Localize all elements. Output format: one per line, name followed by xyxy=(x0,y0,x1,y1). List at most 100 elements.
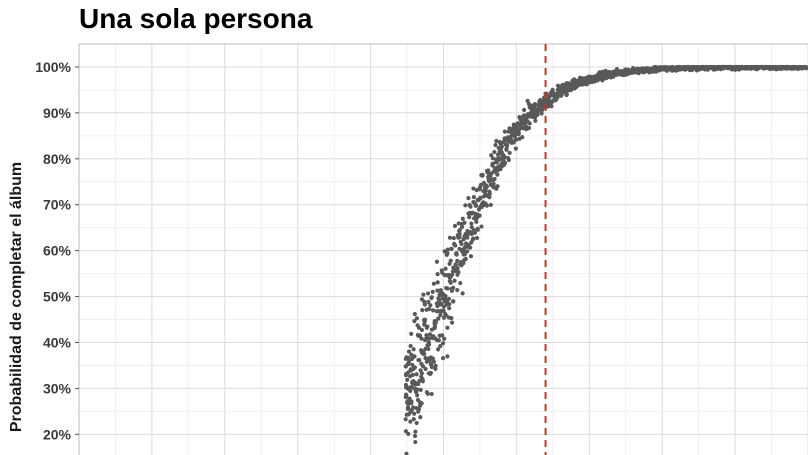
data-point xyxy=(420,364,426,369)
data-point xyxy=(520,135,525,140)
data-point xyxy=(423,366,428,372)
data-point xyxy=(426,346,431,352)
data-point xyxy=(408,388,413,394)
data-point xyxy=(465,249,470,254)
data-point xyxy=(492,176,497,182)
data-point xyxy=(480,172,485,177)
data-point xyxy=(460,216,465,221)
data-point xyxy=(532,105,537,111)
data-point xyxy=(526,125,532,131)
data-point xyxy=(421,292,426,297)
data-point xyxy=(410,362,415,367)
data-point xyxy=(418,415,423,420)
data-point xyxy=(468,254,474,259)
data-point xyxy=(438,343,443,349)
data-point xyxy=(431,281,436,286)
data-point xyxy=(454,252,459,257)
data-point xyxy=(457,246,462,251)
data-point xyxy=(422,351,427,357)
data-point xyxy=(412,433,418,439)
data-point xyxy=(431,359,436,364)
data-point xyxy=(438,288,443,293)
data-point xyxy=(452,278,457,283)
data-point xyxy=(506,157,511,163)
data-point xyxy=(404,394,409,399)
data-point xyxy=(448,258,453,263)
data-point xyxy=(431,308,436,313)
data-point xyxy=(539,111,544,116)
data-point xyxy=(473,203,479,209)
data-point xyxy=(426,299,431,305)
data-point xyxy=(408,419,413,424)
data-point xyxy=(491,181,496,186)
data-point xyxy=(471,236,476,241)
grid-layer xyxy=(78,44,808,455)
data-point xyxy=(478,195,483,200)
data-point xyxy=(429,295,434,300)
data-point xyxy=(495,172,500,177)
data-point xyxy=(417,378,422,383)
data-point xyxy=(449,320,455,325)
data-point xyxy=(513,146,518,151)
data-point xyxy=(457,235,462,240)
data-point xyxy=(511,140,516,145)
data-point xyxy=(419,371,424,376)
data-point xyxy=(493,142,498,148)
data-point xyxy=(409,331,414,336)
data-point xyxy=(495,184,500,189)
data-point xyxy=(416,325,422,330)
data-point xyxy=(428,303,433,308)
data-point xyxy=(466,196,471,201)
data-point xyxy=(424,336,429,341)
y-tick-label: 70% xyxy=(43,197,72,213)
data-point xyxy=(408,343,413,349)
data-point xyxy=(440,355,446,361)
data-point xyxy=(460,291,465,296)
data-point xyxy=(427,336,432,341)
data-point xyxy=(405,406,410,412)
data-point xyxy=(549,104,554,109)
data-point xyxy=(463,203,468,208)
data-point xyxy=(445,286,450,291)
data-point xyxy=(403,417,408,422)
data-point xyxy=(564,92,569,97)
data-point xyxy=(415,393,420,398)
data-point xyxy=(453,243,458,248)
y-axis-ticks: 20% 30% 40% 50% 60% 70% 80% 90% 100% xyxy=(35,59,79,442)
data-point xyxy=(425,291,431,296)
data-point xyxy=(419,336,424,341)
data-point xyxy=(533,118,538,123)
data-point xyxy=(436,338,441,343)
data-point xyxy=(411,417,416,422)
data-point xyxy=(438,313,443,318)
data-point xyxy=(459,241,464,247)
data-point xyxy=(414,372,419,377)
data-point xyxy=(804,65,808,70)
data-point xyxy=(487,195,492,200)
data-point xyxy=(445,247,450,252)
data-point xyxy=(430,289,435,294)
y-tick-label: 60% xyxy=(43,243,72,259)
data-point xyxy=(429,364,434,370)
data-point xyxy=(435,280,440,285)
y-tick-label: 40% xyxy=(43,334,72,350)
data-point xyxy=(433,363,438,368)
data-point xyxy=(447,301,452,307)
data-point xyxy=(507,150,512,155)
data-point xyxy=(514,137,519,142)
data-point xyxy=(450,272,455,277)
data-point xyxy=(492,149,497,155)
data-point xyxy=(451,299,456,304)
data-point xyxy=(469,231,474,237)
data-point xyxy=(458,280,463,286)
data-point xyxy=(409,399,414,404)
data-point xyxy=(429,391,434,397)
data-point xyxy=(479,224,484,229)
data-point xyxy=(535,112,540,117)
data-point xyxy=(411,347,416,352)
data-point xyxy=(419,401,424,406)
data-point xyxy=(471,195,476,200)
data-point xyxy=(424,333,429,338)
data-point xyxy=(447,235,453,240)
data-point xyxy=(453,262,458,267)
